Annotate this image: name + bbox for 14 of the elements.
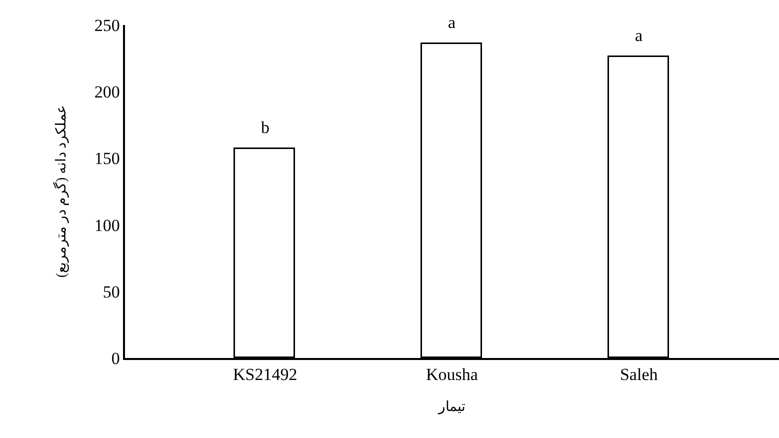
y-tick-label: 0 (111, 348, 120, 368)
annotation: b (261, 118, 270, 137)
x-tick-label: Kousha (426, 365, 478, 384)
x-axis-title: تیمار (438, 400, 466, 415)
y-tick-label: 150 (94, 149, 120, 168)
annotation: a (635, 26, 643, 45)
y-tick-label: 100 (94, 216, 120, 235)
y-tick-label: 200 (94, 82, 120, 102)
annotation: a (448, 13, 456, 32)
y-tick-label: 50 (102, 282, 120, 302)
y-axis-title: عملکرد دانه (گرم در مترمربع) (52, 105, 70, 278)
x-tick-label: KS21492 (233, 365, 298, 384)
x-tick-label: Saleh (620, 365, 658, 384)
y-tick-label: 250 (94, 16, 120, 35)
